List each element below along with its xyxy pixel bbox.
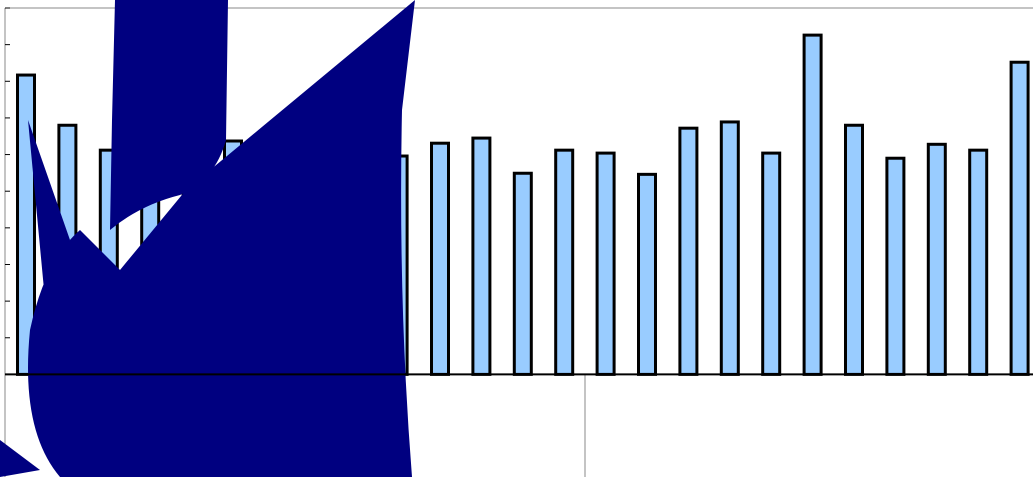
bar — [637, 172, 657, 376]
bar — [802, 33, 823, 376]
bar — [554, 148, 575, 376]
overlay-shapes — [0, 0, 415, 477]
overlay-shape — [0, 440, 40, 477]
overlay-shape — [28, 120, 70, 300]
bar — [719, 120, 740, 376]
bar — [595, 151, 616, 376]
bar — [471, 136, 492, 376]
bar — [512, 171, 533, 376]
bar — [678, 126, 699, 376]
overlay-shape — [28, 0, 415, 477]
bar — [885, 156, 906, 376]
bar — [926, 142, 947, 376]
bar — [430, 141, 450, 376]
bar — [968, 148, 989, 376]
bar — [1009, 60, 1030, 376]
bar — [844, 123, 864, 376]
bar — [761, 151, 782, 376]
overlay-shape — [110, 0, 228, 230]
